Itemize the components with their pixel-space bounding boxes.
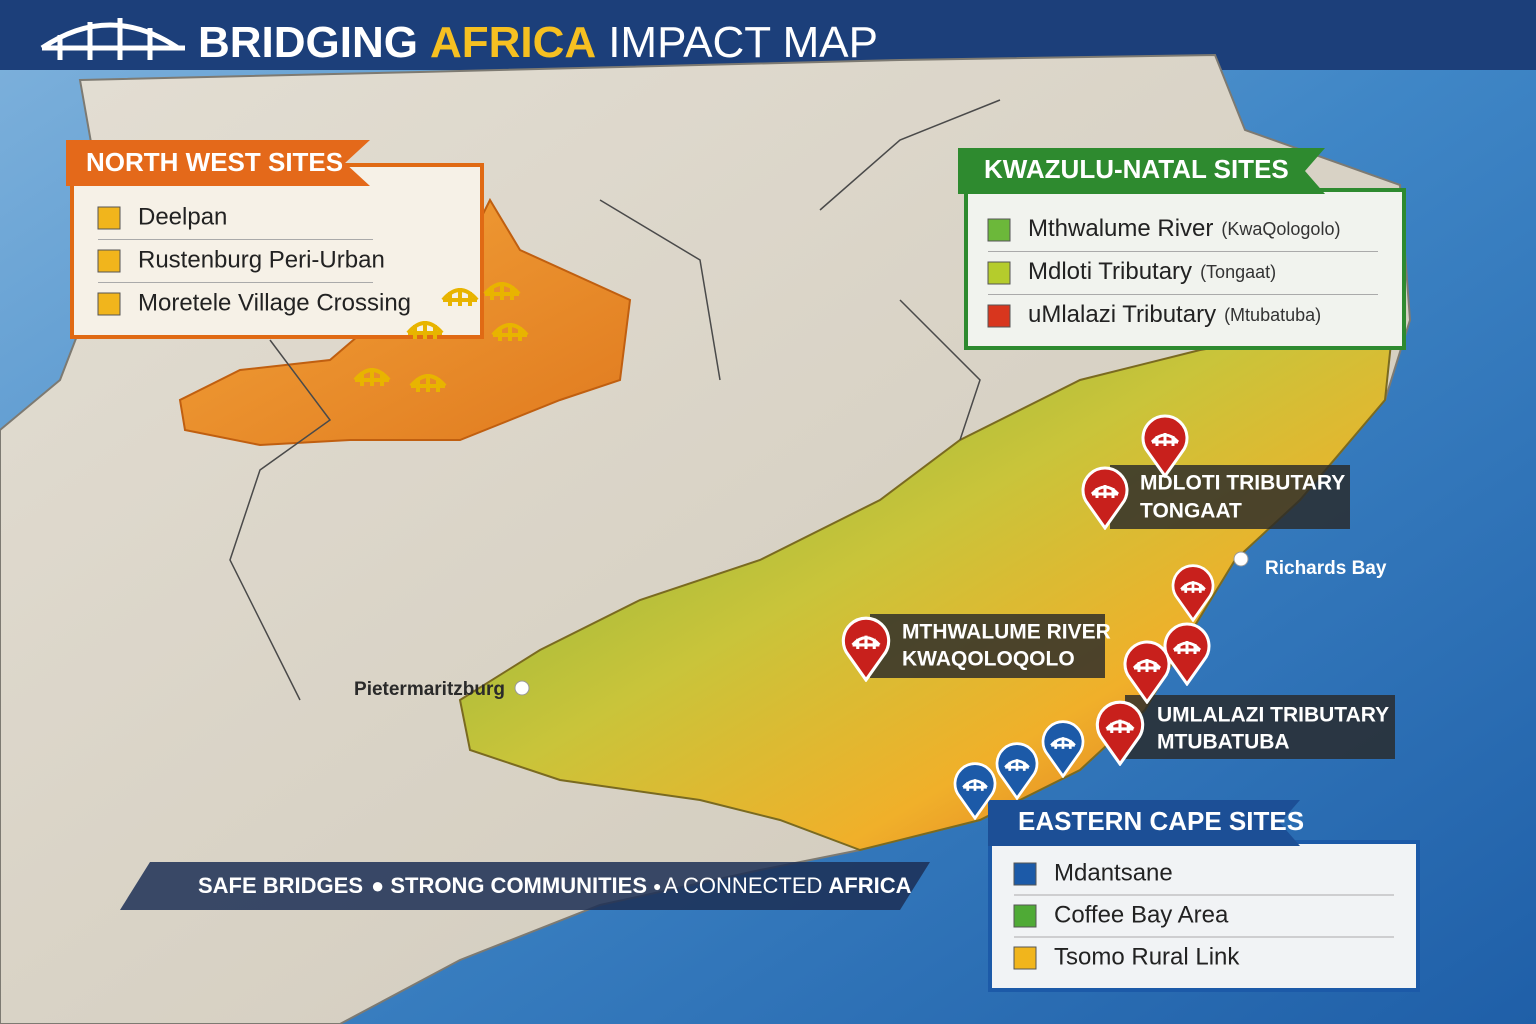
separator: ● [371,873,384,898]
legend-swatch [97,292,121,316]
site-area: (KwaQologolo) [1221,219,1340,239]
callout-area: TONGAAT [1140,500,1242,523]
legend-list: Mdantsane Coffee Bay Area Tsomo Rural Link [1013,859,1394,970]
site-name: uMlalazi Tributary [1028,301,1216,328]
header-band [0,0,1536,70]
legend-swatch [97,249,121,273]
callout-name: MDLOTI TRIBUTARY [1140,472,1345,495]
province-borders [229,99,1001,701]
legend-box [964,188,1406,350]
tagline-part: SAFE BRIDGES [198,873,363,898]
callout-box [1110,465,1350,529]
place-label: Pietermaritzburg [354,679,505,700]
callout-area: KWAQOLOQOLO [902,648,1075,671]
callout-box [870,614,1105,678]
page-title: BRIDGING AFRICA IMPACT MAP [198,18,878,67]
tagline-part: A CONNECTED [663,873,822,898]
place-dot [514,680,530,696]
callout-name: MTHWALUME RIVER [902,621,1111,644]
legend-swatch [987,261,1011,285]
site-area: (Mtubatuba) [1224,305,1321,325]
place-label: Richards Bay [1265,558,1387,579]
tagline: SAFE BRIDGES ● STRONG COMMUNITIES ●A CONNEC… [198,873,912,898]
title-part: AFRICA [430,18,596,67]
legend-swatch [987,218,1011,242]
title-part: IMPACT MAP [608,18,878,67]
legend-box [70,163,484,339]
tagline-band [120,862,930,910]
legend-swatch [97,206,121,230]
legend-swatch [1013,862,1037,886]
legend-box [988,840,1420,992]
legend-item: Moretele Village Crossing [138,289,411,316]
legend-swatch [987,304,1011,328]
legend-item: Tsomo Rural Link [1054,943,1240,970]
tagline-part: AFRICA [828,873,911,898]
legend-banner [958,148,1325,194]
legend-banner [988,800,1300,846]
legend-title: EASTERN CAPE SITES [1018,806,1304,836]
legend-list: Mthwalume River (KwaQologolo) Mdloti Tribu… [987,215,1378,328]
legend-item: Mdloti Tributary (Tongaat) [1028,258,1276,285]
legend-item: Mthwalume River (KwaQologolo) [1028,215,1340,242]
logo [40,18,185,60]
title-part: BRIDGING [198,18,418,67]
legend-item: Mdantsane [1054,859,1173,886]
legend-title: KWAZULU-NATAL SITES [984,154,1289,184]
callout-box [1125,695,1395,759]
legend-banner [66,140,370,186]
callout-area: MTUBATUBA [1157,731,1290,754]
site-name: Mdloti Tributary [1028,258,1192,285]
legend-item: Deelpan [138,203,227,230]
legend-list: Deelpan Rustenburg Peri-Urban Moretele Vil… [97,203,411,316]
site-area: (Tongaat) [1200,262,1276,282]
legend-item: uMlalazi Tributary (Mtubatuba) [1028,301,1321,328]
legend-title: NORTH WEST SITES [86,147,343,177]
site-name: Mthwalume River [1028,215,1213,242]
legend-swatch [1013,946,1037,970]
tagline-part: STRONG COMMUNITIES [390,873,647,898]
legend-item: Coffee Bay Area [1054,901,1229,928]
legend-swatch [1013,904,1037,928]
separator: ● [653,878,661,894]
place-dot [1233,551,1249,567]
callout-name: UMLALAZI TRIBUTARY [1157,704,1389,727]
legend-item: Rustenburg Peri-Urban [138,246,385,273]
